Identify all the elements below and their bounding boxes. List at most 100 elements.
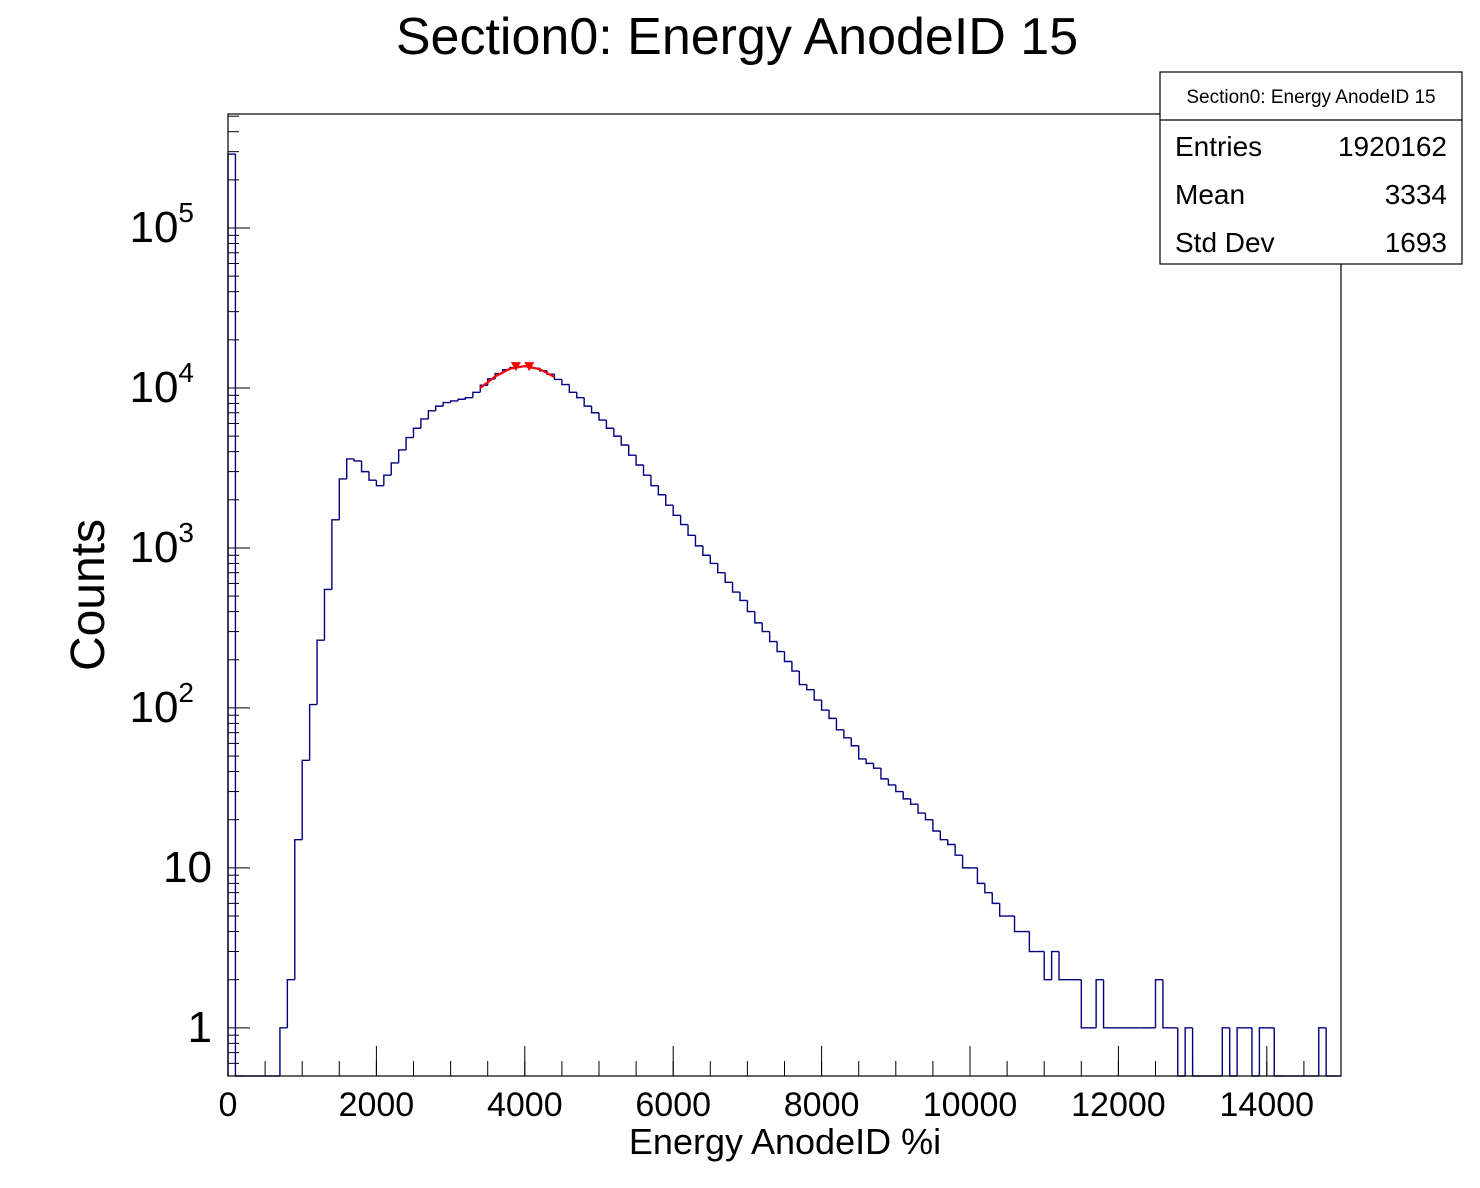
histogram-bin <box>672 505 681 516</box>
y-axis-label: Counts <box>62 519 115 671</box>
y-tick-label: 102 <box>129 677 194 732</box>
histogram-bin <box>346 458 355 479</box>
histogram-bin <box>1236 1027 1245 1076</box>
histogram-bin <box>909 798 919 805</box>
histogram-bin <box>1058 951 1067 981</box>
histogram-bin <box>679 515 689 526</box>
histogram-bin <box>791 661 800 672</box>
histogram-bin <box>598 412 607 421</box>
histogram-bin <box>798 671 807 686</box>
histogram-bin <box>561 379 570 386</box>
histogram-bin <box>435 405 444 411</box>
histogram-bin <box>820 700 830 711</box>
fit-marker <box>524 362 535 372</box>
stats-frame <box>1159 71 1463 265</box>
histogram-bin <box>1162 979 1171 1029</box>
histogram-bin <box>412 427 421 438</box>
y-tick-exponent: 4 <box>178 357 194 388</box>
y-tick-label: 103 <box>129 517 194 572</box>
y-tick-label: 104 <box>129 357 194 412</box>
histogram-bin <box>895 784 904 793</box>
histogram-bin <box>1154 978 1163 1028</box>
histogram-bin <box>353 458 362 462</box>
histogram-bin <box>383 474 392 486</box>
histogram-bin <box>590 406 599 414</box>
x-axis-label: Energy AnodeID %i <box>629 1121 941 1162</box>
stats-value: 1693 <box>1385 227 1447 258</box>
histogram-bin <box>939 831 948 841</box>
histogram-bin <box>954 844 963 856</box>
chart-title: Section0: Energy AnodeID 15 <box>396 8 1078 66</box>
stats-label: Mean <box>1175 179 1245 210</box>
histogram-bin <box>397 449 407 463</box>
histogram-bin <box>665 494 674 506</box>
histogram-bin <box>984 883 993 894</box>
y-tick-exponent: 5 <box>178 197 194 228</box>
histogram-bin <box>1050 950 1060 980</box>
x-tick-label: 0 <box>219 1086 238 1124</box>
histogram-bin <box>976 867 985 885</box>
histogram-bin <box>746 600 755 613</box>
x-tick-label: 6000 <box>635 1086 711 1124</box>
histogram-bin <box>783 651 792 663</box>
histogram-bin <box>650 475 659 487</box>
histogram-bin <box>872 763 881 769</box>
x-tick-label: 4000 <box>487 1086 563 1124</box>
histogram-bin <box>843 729 852 739</box>
histogram-bin <box>717 563 726 574</box>
histogram-bin <box>294 839 303 980</box>
histogram-bin <box>472 391 481 398</box>
histogram-bin <box>457 398 466 401</box>
histogram-bin <box>761 622 770 633</box>
histogram-bin <box>709 555 718 565</box>
histogram-bin <box>806 684 815 691</box>
histogram-bin <box>1102 979 1111 1029</box>
fit-marker <box>510 362 521 372</box>
x-tick-label: 2000 <box>339 1086 415 1124</box>
stats-label: Entries <box>1175 131 1262 162</box>
histogram-bin <box>657 485 666 496</box>
histogram-bin <box>961 855 970 869</box>
histogram-bin <box>442 401 451 407</box>
histogram-bin <box>754 611 763 624</box>
y-tick-exponent: 2 <box>178 677 194 708</box>
histogram-bin <box>998 903 1008 917</box>
histogram-bin <box>279 1027 288 1076</box>
histogram-bin <box>768 631 778 643</box>
histogram-bin <box>316 639 325 705</box>
histogram-bin <box>464 396 473 400</box>
histogram-bin <box>1013 916 1022 933</box>
histogram-bin <box>301 759 310 840</box>
histogram-bin <box>739 592 748 602</box>
y-tick-exponent: 3 <box>178 517 194 548</box>
histogram-bin <box>427 410 436 419</box>
histogram-bin <box>286 978 295 1028</box>
histogram-bin <box>308 703 318 761</box>
histogram-bin <box>880 768 889 780</box>
stats-title: Section0: Energy AnodeID 15 <box>1186 87 1435 108</box>
x-tick-label: 14000 <box>1220 1086 1315 1124</box>
y-tick-base: 10 <box>129 363 178 412</box>
x-tick-label: 10000 <box>923 1086 1018 1124</box>
histogram-bin <box>323 588 332 641</box>
y-tick-label: 1 <box>188 1003 212 1052</box>
y-tick-base: 10 <box>129 683 178 732</box>
histogram-bin <box>620 436 629 446</box>
histogram-bin <box>1318 1027 1327 1076</box>
frame <box>227 113 1342 1077</box>
histogram-bin <box>368 471 377 481</box>
histogram-bin <box>390 462 399 476</box>
histogram-bin <box>568 384 577 393</box>
histogram-bin <box>835 718 844 731</box>
y-tick-base: 10 <box>129 523 178 572</box>
histogram-bin <box>375 480 384 487</box>
histogram-bin <box>338 478 347 520</box>
histogram-bin <box>360 460 369 473</box>
histogram-bin <box>947 839 956 846</box>
histogram-bin <box>887 778 896 786</box>
histogram-bin <box>702 545 711 556</box>
histogram-bin <box>449 400 459 403</box>
histogram-bin <box>1095 978 1104 1028</box>
histogram-bin <box>605 420 614 429</box>
